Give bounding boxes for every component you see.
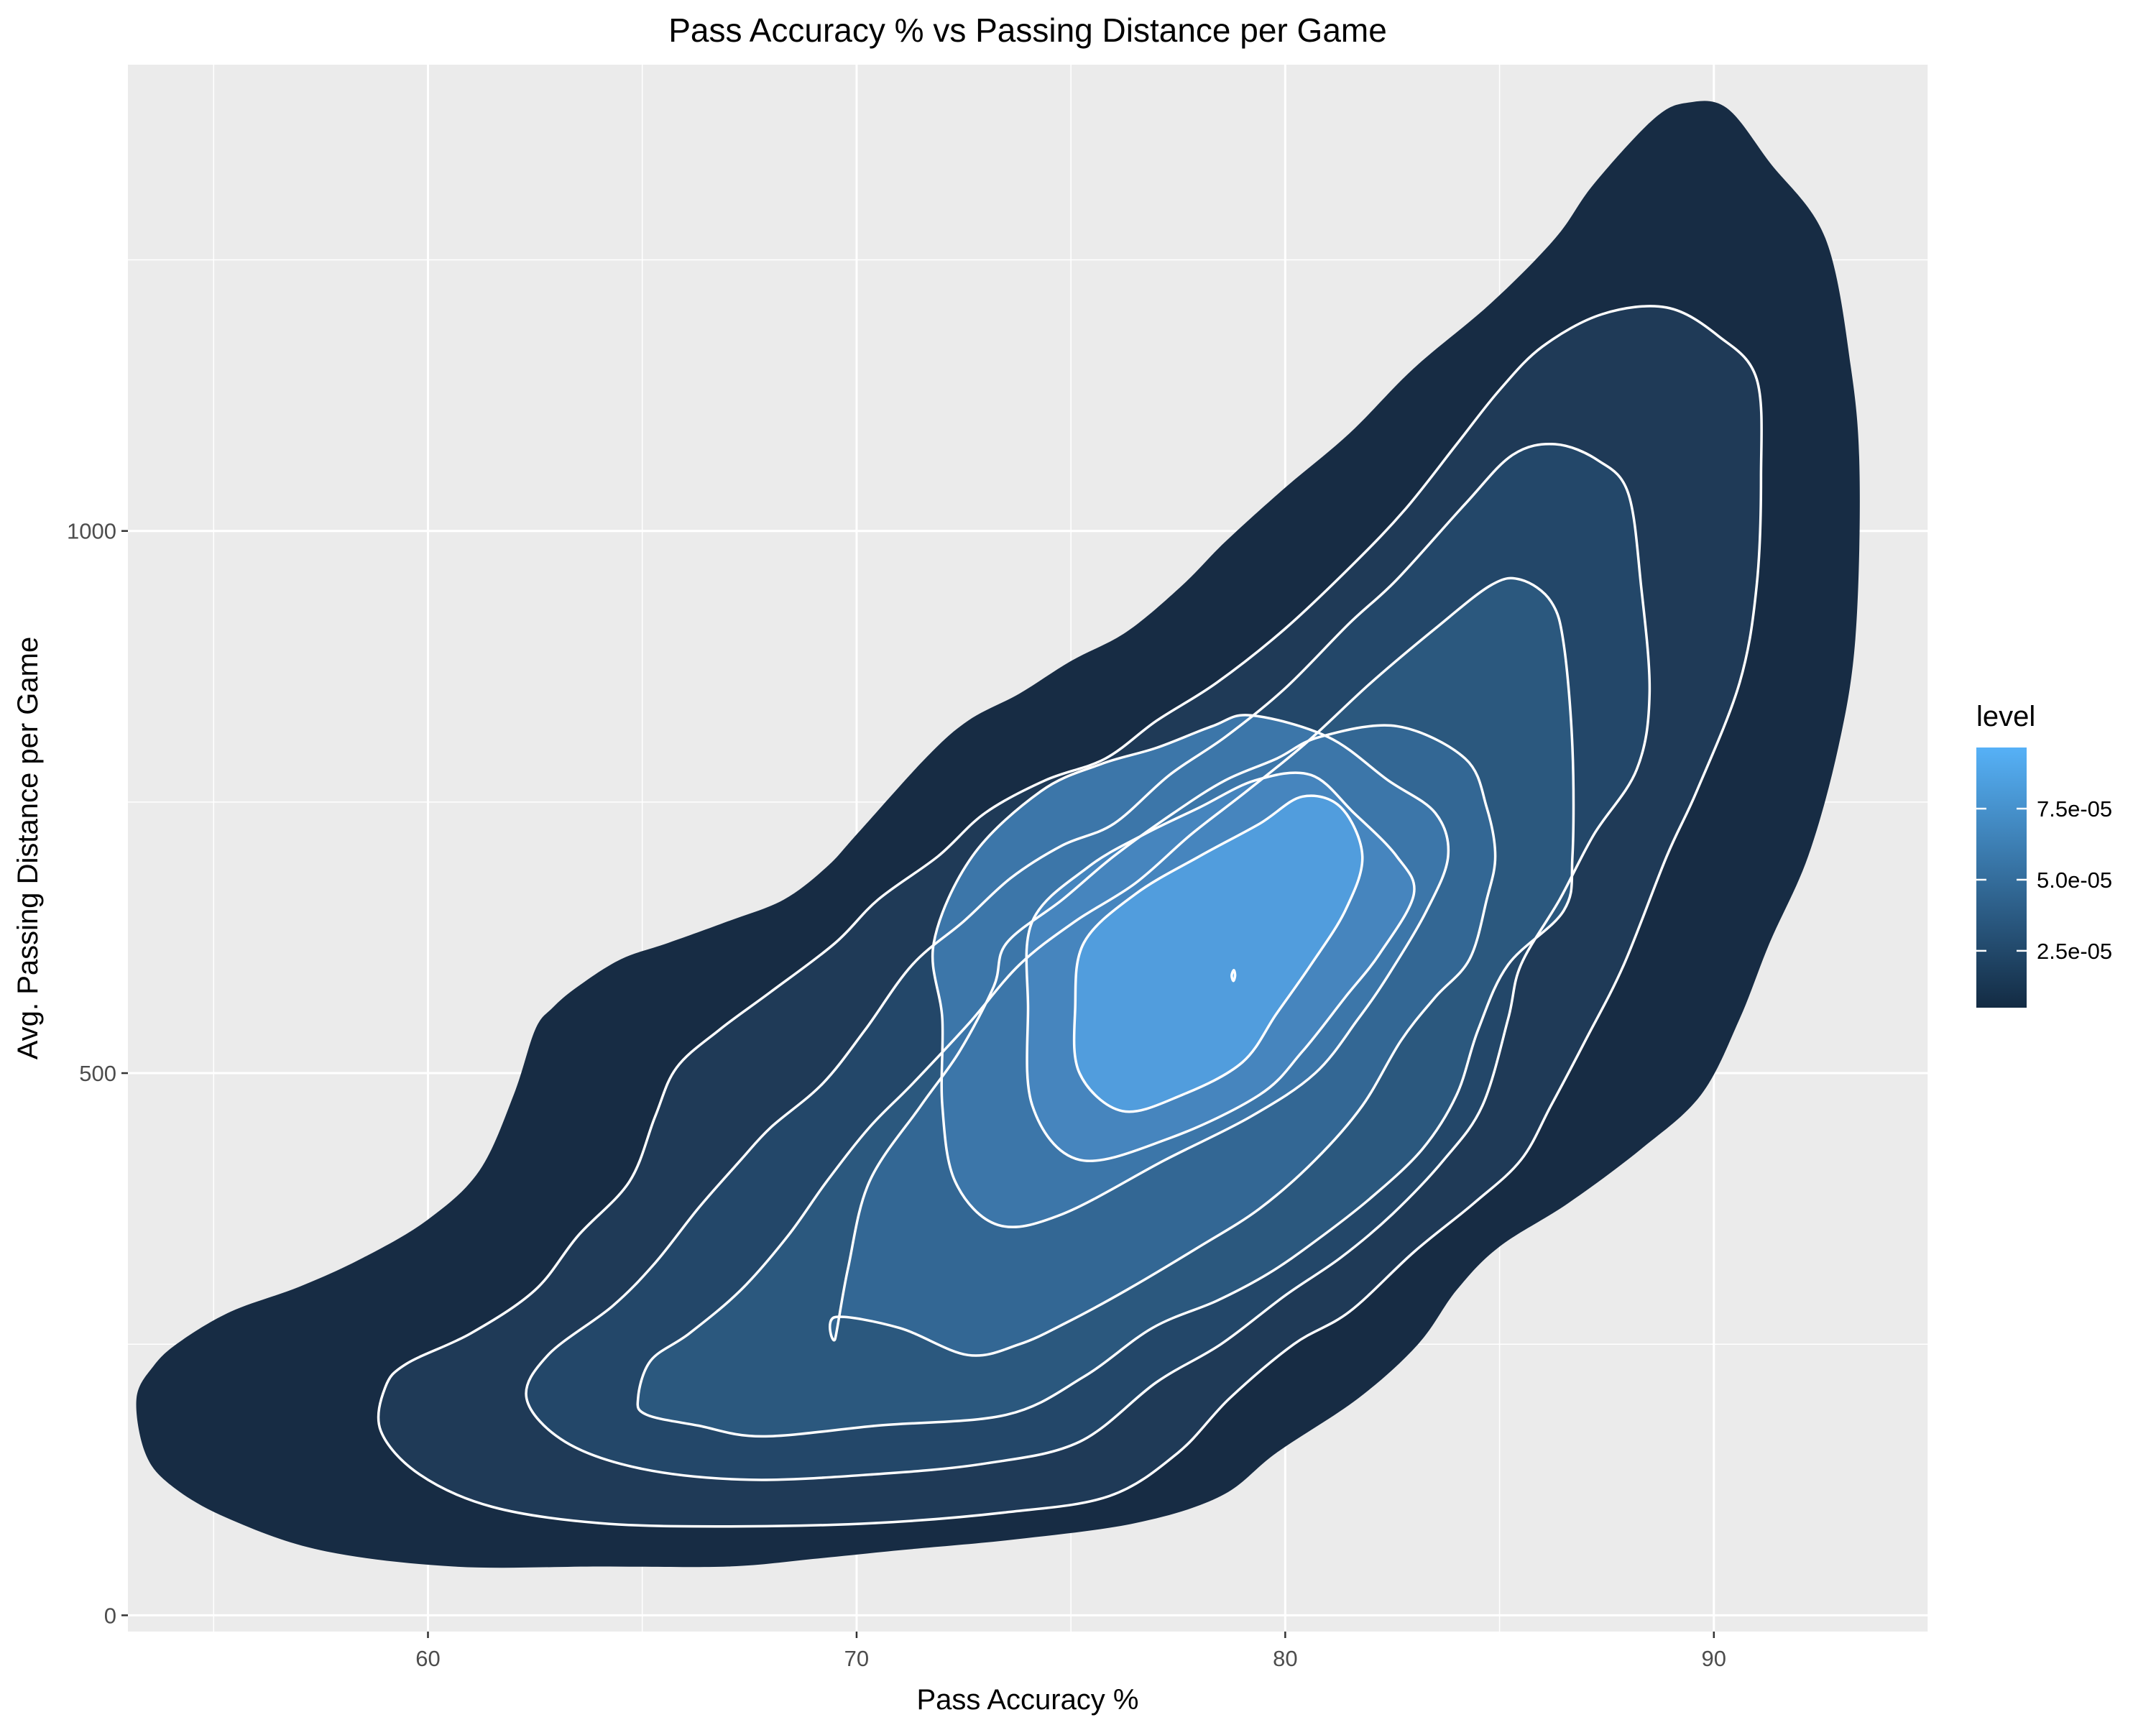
x-tick-label: 70	[844, 1646, 869, 1671]
contour-line-6	[931, 714, 1450, 1228]
density-band-8	[1074, 796, 1363, 1112]
legend: level 2.5e-05 5.0e-05 7.5e-05	[1976, 701, 2112, 1008]
y-tick-label: 1000	[67, 519, 116, 544]
contour-line-2	[377, 305, 1763, 1528]
contour-line-3	[525, 442, 1651, 1481]
contour-line-5	[829, 724, 1497, 1357]
legend-tick-label: 2.5e-05	[2037, 939, 2112, 964]
x-tick-label: 80	[1273, 1646, 1297, 1671]
contour-line-4	[636, 576, 1575, 1438]
x-tick-label: 60	[415, 1646, 440, 1671]
density-contours	[377, 305, 1763, 1528]
y-tick-label: 500	[79, 1061, 116, 1086]
contour-line-8	[1072, 794, 1364, 1113]
legend-title: level	[1976, 701, 2035, 732]
legend-tick-label: 5.0e-05	[2037, 868, 2112, 893]
contour-line-7	[1025, 771, 1416, 1162]
legend-tick-label: 7.5e-05	[2037, 796, 2112, 822]
x-axis: 60 70 80 90	[415, 1632, 1726, 1671]
x-axis-title: Pass Accuracy %	[916, 1684, 1138, 1716]
x-tick-label: 90	[1702, 1646, 1726, 1671]
contour-line-9	[1230, 968, 1237, 983]
y-axis-title: Avg. Passing Distance per Game	[12, 637, 44, 1059]
chart-title: Pass Accuracy % vs Passing Distance per …	[668, 12, 1387, 49]
legend-ticks: 2.5e-05 5.0e-05 7.5e-05	[1976, 796, 2112, 964]
legend-colorbar	[1976, 748, 2027, 1008]
y-tick-label: 0	[104, 1603, 116, 1628]
y-axis: 0 500 1000	[67, 519, 128, 1628]
